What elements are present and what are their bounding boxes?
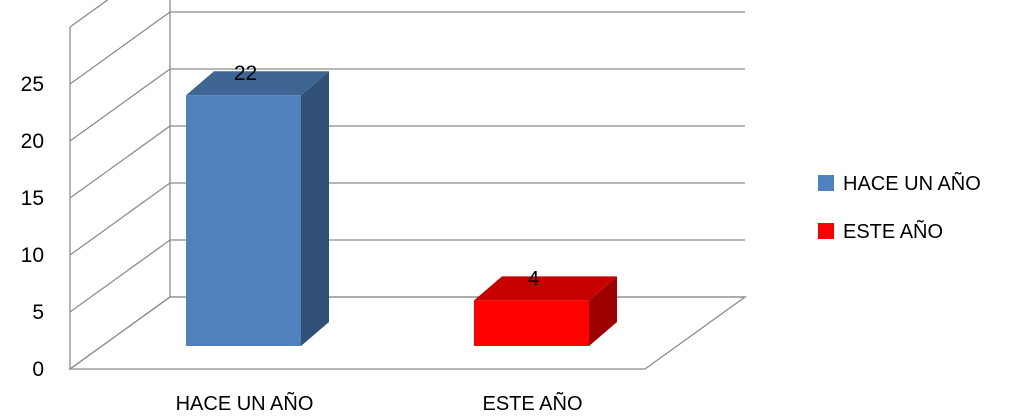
y-tick-label: 20 [21, 130, 44, 153]
bar-top-face [474, 276, 617, 301]
gridline-25 [69, 11, 745, 85]
chart-walls [67, 0, 748, 370]
bar-1 [186, 71, 329, 346]
legend-label: HACE UN AÑO [843, 171, 981, 195]
data-label: 22 [234, 62, 257, 85]
gridline-20 [69, 68, 745, 142]
y-axis-ticks: 0 5 10 15 20 25 [21, 73, 44, 381]
legend-swatch [818, 223, 834, 239]
y-tick-label: 10 [21, 244, 44, 267]
gridline-30 [69, 0, 109, 28]
bar-2 [474, 276, 617, 346]
x-category-label: ESTE AÑO [482, 391, 582, 415]
legend-item-2: ESTE AÑO [818, 219, 943, 243]
chart-floor [67, 296, 748, 370]
legend: HACE UN AÑO ESTE AÑO [818, 171, 981, 243]
y-tick-label: 0 [32, 358, 44, 381]
x-category-label: HACE UN AÑO [176, 391, 314, 415]
bar-side-face [301, 71, 329, 346]
bar-front-face [474, 300, 589, 346]
y-tick-label: 25 [21, 73, 44, 96]
data-label: 4 [528, 267, 540, 290]
x-axis-categories: HACE UN AÑO ESTE AÑO [176, 391, 583, 415]
data-labels: 22 4 [234, 62, 540, 290]
gridlines [69, 0, 745, 370]
legend-label: ESTE AÑO [843, 219, 943, 243]
y-tick-label: 5 [32, 301, 44, 324]
gridline-0 [69, 296, 745, 370]
legend-item-1: HACE UN AÑO [818, 171, 981, 195]
y-tick-label: 15 [21, 187, 44, 210]
bar-front-face [186, 95, 301, 346]
gridline-10 [69, 182, 745, 256]
bar-side-face [589, 276, 617, 346]
bars [186, 71, 617, 346]
gridline-5 [69, 239, 745, 313]
gridline-15 [69, 125, 745, 199]
bar-top-face [186, 71, 329, 96]
legend-swatch [818, 175, 834, 191]
